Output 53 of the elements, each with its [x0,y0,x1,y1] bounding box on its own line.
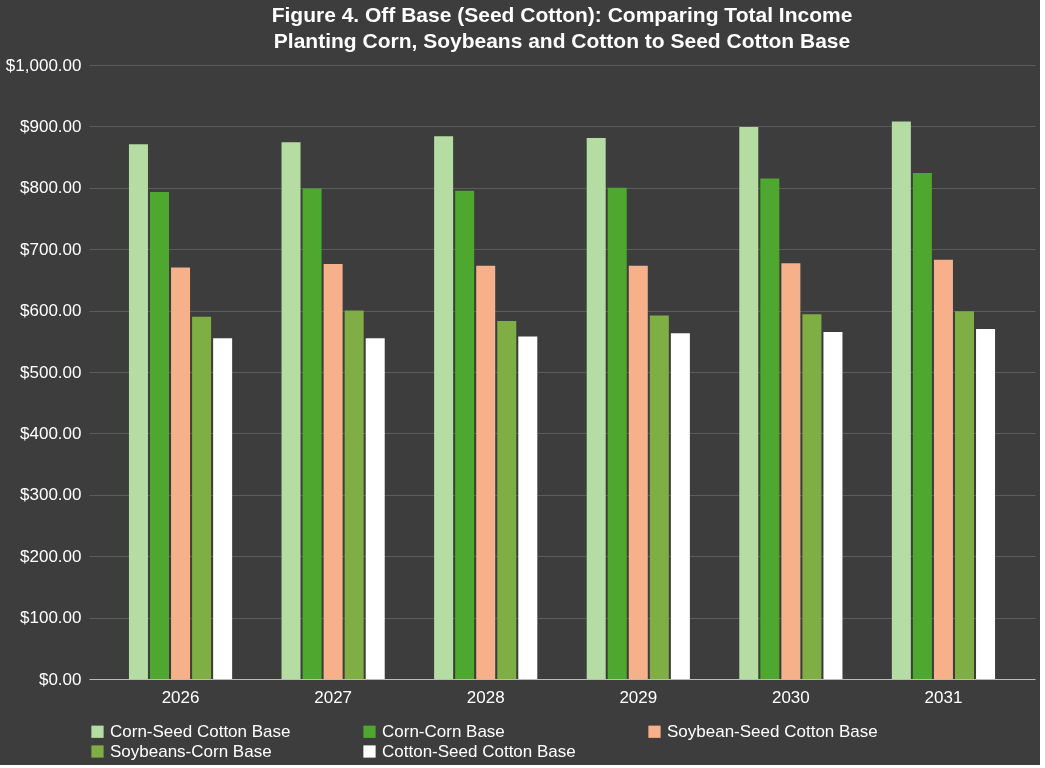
bar [192,316,212,679]
x-tick-label: 2029 [619,687,658,707]
y-tick-label: $100.00 [20,608,82,628]
bar [891,121,911,679]
x-tick-label: 2026 [161,687,200,707]
bar [150,192,169,679]
bar [607,187,627,679]
bar [128,144,148,679]
y-tick-label: $1,000.00 [5,55,82,75]
bar [670,333,690,679]
legend-label: Cotton-Seed Cotton Base [382,741,576,761]
bar [802,314,822,679]
x-tick-label: 2031 [924,687,963,707]
bar [586,138,606,679]
bar [365,338,385,679]
bar [760,178,780,679]
y-tick-label: $900.00 [20,116,82,136]
bar [649,315,669,679]
bar [302,188,322,679]
bar [434,136,454,679]
bar [781,263,801,679]
y-tick-label: $200.00 [20,546,82,566]
bar [518,336,538,679]
bar [323,263,343,679]
y-tick-label: $300.00 [20,485,82,505]
bar [823,332,843,679]
y-tick-label: $0.00 [38,669,82,689]
bar [476,265,496,679]
y-tick-label: $600.00 [20,301,82,321]
legend-label: Corn-Corn Base [382,721,505,741]
legend-label: Corn-Seed Cotton Base [110,721,291,741]
bar [213,338,233,679]
bar [912,173,932,679]
legend-label: Soybean-Seed Cotton Base [667,721,878,741]
x-tick-label: 2028 [466,687,505,707]
y-tick-label: $400.00 [20,423,82,443]
bar [344,310,364,679]
y-tick-label: $700.00 [20,239,82,259]
x-tick-label: 2027 [314,687,353,707]
bar [455,190,475,679]
y-tick-label: $800.00 [20,178,82,198]
bar [933,259,953,679]
y-tick-label: $500.00 [20,362,82,382]
bar [739,127,759,679]
x-tick-label: 2030 [771,687,810,707]
bar [628,265,648,679]
bar [955,311,974,679]
bar [976,329,996,679]
legend-label: Soybeans-Corn Base [110,741,272,761]
bar [497,321,517,679]
bar [171,267,191,679]
chart-title: Figure 4. Off Base (Seed Cotton): Comparing Total Income Planting Corn, Soybeans and Cotton to Seed Cotton Base [271,3,853,52]
bar [281,142,301,679]
